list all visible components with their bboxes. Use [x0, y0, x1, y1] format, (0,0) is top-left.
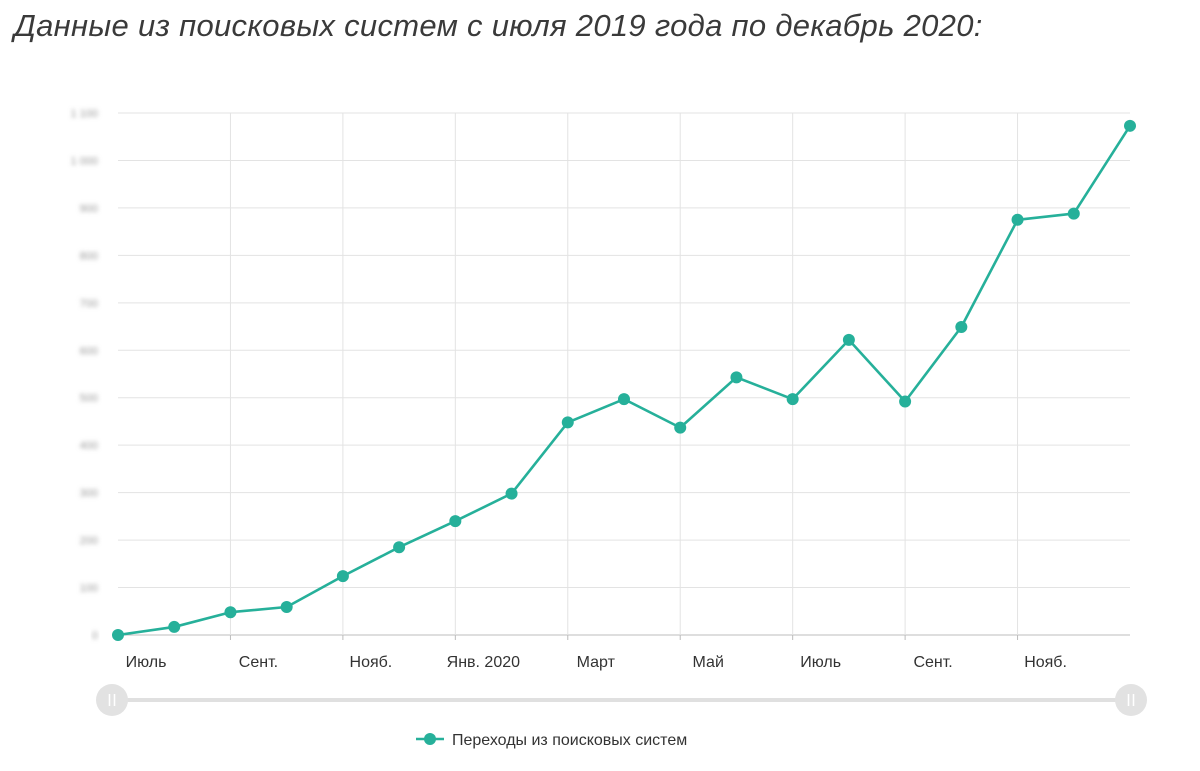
x-tick-label: Нояб. — [350, 654, 393, 671]
y-tick-label: 700 — [80, 298, 98, 310]
series-layer — [112, 119, 1136, 641]
y-tick-label: 300 — [80, 488, 98, 500]
y-tick-label: 500 — [80, 393, 98, 405]
y-tick-label: 0 — [92, 630, 98, 642]
data-point[interactable] — [730, 371, 743, 384]
data-point[interactable] — [224, 606, 237, 619]
y-tick-label: 800 — [80, 250, 98, 262]
data-point[interactable] — [1067, 207, 1080, 220]
data-point[interactable] — [505, 487, 518, 500]
x-tick-label: Июль — [126, 654, 167, 671]
slider-handle-left[interactable] — [96, 684, 128, 716]
x-tick-label: Янв. 2020 — [447, 654, 520, 671]
data-point[interactable] — [786, 393, 799, 406]
data-point[interactable] — [618, 393, 630, 406]
x-tick-label: Июль — [800, 654, 841, 671]
chart-title: Данные из поисковых систем с июля 2019 г… — [14, 8, 983, 43]
x-tick-label: Сент. — [913, 654, 952, 671]
y-tick-label: 1 100 — [70, 108, 98, 120]
data-point[interactable] — [336, 570, 349, 583]
data-point[interactable] — [899, 395, 912, 408]
series-line — [117, 125, 1132, 637]
data-point[interactable] — [168, 620, 181, 633]
x-axis: Июль Сент. Нояб. Янв. 2020 Март Май Июль Сент. Н… — [117, 635, 1067, 671]
y-tick-label: 400 — [80, 440, 98, 452]
y-tick-label: 100 — [80, 583, 98, 595]
grid — [118, 112, 1130, 636]
data-point[interactable] — [1124, 119, 1136, 132]
data-point[interactable] — [280, 601, 293, 614]
data-point[interactable] — [561, 416, 574, 429]
slider-handle-knob[interactable] — [1115, 684, 1147, 716]
data-point[interactable] — [449, 515, 462, 528]
y-tick-label: 200 — [80, 535, 98, 547]
data-point[interactable] — [112, 629, 124, 641]
slider-handle-right[interactable] — [1115, 684, 1147, 716]
y-tick-label: 600 — [80, 345, 98, 357]
x-tick-label: Март — [577, 654, 616, 671]
data-point[interactable] — [1011, 213, 1024, 226]
y-tick-label: 1 000 — [70, 155, 98, 167]
data-point[interactable] — [393, 541, 406, 554]
x-tick-label: Нояб. — [1024, 654, 1067, 671]
data-point[interactable] — [955, 321, 968, 334]
legend-marker — [424, 733, 436, 745]
y-tick-label: 900 — [80, 203, 98, 215]
slider-handle-knob[interactable] — [96, 684, 128, 716]
x-tick-label: Май — [693, 654, 724, 671]
y-axis: 0 100 200 300 400 500 600 700 800 900 1 000 1 100 — [70, 108, 98, 642]
legend-label[interactable]: Переходы из поисковых систем — [452, 732, 687, 749]
data-point[interactable] — [674, 421, 687, 434]
range-slider[interactable] — [96, 684, 1147, 716]
data-point[interactable] — [842, 333, 855, 346]
legend[interactable]: Переходы из поисковых систем — [416, 732, 687, 749]
x-tick-label: Сент. — [239, 654, 278, 671]
